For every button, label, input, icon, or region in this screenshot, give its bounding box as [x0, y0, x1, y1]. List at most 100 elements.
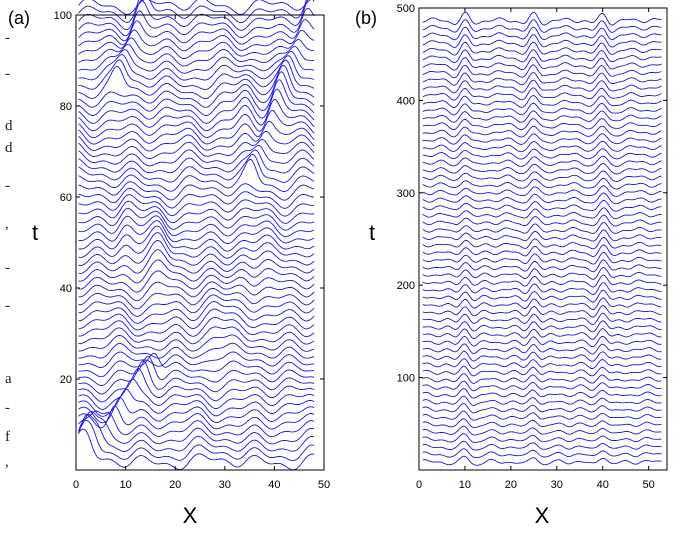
- trace-line: [422, 34, 662, 48]
- trace-line: [78, 428, 315, 471]
- trace-line: [78, 368, 315, 403]
- trace-line: [78, 110, 315, 139]
- trace-line: [78, 270, 315, 293]
- trace-line: [422, 373, 662, 384]
- trace-line: [422, 148, 662, 160]
- side-text-fragment: f: [5, 429, 10, 445]
- panel-a-traces: [78, 0, 315, 471]
- trace-line: [78, 410, 315, 445]
- trace-line: [78, 410, 315, 438]
- trace-line: [422, 41, 662, 56]
- x-tick-label: 40: [597, 479, 609, 491]
- trace-line: [422, 26, 662, 41]
- trace-line: [422, 140, 662, 153]
- trace-line: [422, 328, 662, 340]
- trace-line: [422, 312, 662, 325]
- trace-line: [78, 64, 315, 100]
- panel-b-ylabel: t: [369, 220, 375, 245]
- trace-line: [78, 19, 315, 45]
- y-tick-label: 400: [397, 95, 415, 107]
- trace-line: [422, 350, 662, 362]
- trace-line: [422, 207, 662, 220]
- trace-line: [78, 287, 315, 310]
- trace-line: [422, 433, 662, 443]
- trace-line: [78, 351, 315, 368]
- trace-line: [422, 425, 662, 436]
- trace-line: [422, 163, 662, 175]
- side-text-fragment: -: [5, 260, 10, 276]
- side-text-fragment: -: [5, 30, 10, 46]
- trace-line: [78, 259, 315, 284]
- x-tick-label: 0: [416, 479, 422, 491]
- trace-line: [78, 232, 315, 259]
- trace-line: [422, 222, 662, 234]
- trace-line: [422, 11, 662, 26]
- trace-line: [422, 192, 662, 205]
- y-tick-label: 100: [54, 10, 72, 22]
- trace-line: [422, 125, 662, 138]
- trace-line: [422, 170, 662, 182]
- trace-line: [78, 130, 315, 152]
- trace-line: [78, 138, 315, 160]
- panel-b-xlabel: X: [535, 503, 550, 528]
- trace-line: [422, 19, 662, 33]
- panel-b-traces: [422, 11, 662, 466]
- panel-a-ticks: 0 10 20 30 40 50 20 40 60 80 100: [54, 10, 330, 491]
- side-text-fragment: -: [5, 298, 10, 314]
- panel-b: (b) 0 10 20 30 40 50 100 200 300 400 500 X t: [355, 3, 668, 528]
- side-text-fragment: -: [5, 66, 10, 82]
- trace-line: [422, 259, 662, 273]
- trace-line: [78, 7, 315, 38]
- trace-line: [422, 380, 662, 392]
- trace-line: [422, 95, 662, 109]
- x-tick-label: 20: [505, 479, 517, 491]
- panel-a-frame: [75, 14, 325, 471]
- side-text-fragment: d: [5, 140, 13, 156]
- panel-a-label: (a): [8, 8, 30, 28]
- trace-line: [78, 0, 307, 24]
- trace-line: [422, 56, 662, 71]
- trace-line: [422, 335, 662, 348]
- trace-line: [422, 236, 662, 250]
- trace-line: [422, 199, 662, 212]
- trace-line: [422, 185, 662, 197]
- trace-line: [78, 207, 315, 231]
- trace-line: [78, 215, 315, 238]
- panel-b-ticks: 0 10 20 30 40 50 100 200 300 400 500: [397, 3, 667, 491]
- trace-line: [78, 239, 315, 266]
- trace-line: [78, 308, 315, 331]
- trace-line: [422, 297, 662, 311]
- trace-line: [422, 251, 662, 265]
- side-text-fragment: -: [5, 178, 10, 194]
- trace-line: [78, 352, 315, 378]
- trace-line: [422, 229, 662, 242]
- x-tick-label: 40: [268, 479, 280, 491]
- trace-line: [422, 102, 662, 116]
- x-tick-label: 30: [551, 479, 563, 491]
- trace-line: [78, 54, 315, 81]
- x-tick-label: 50: [643, 479, 655, 491]
- trace-line: [422, 49, 662, 64]
- trace-line: [78, 225, 315, 252]
- trace-line: [78, 79, 315, 116]
- trace-line: [78, 397, 315, 424]
- y-tick-label: 500: [397, 3, 415, 15]
- x-tick-label: 10: [459, 479, 471, 491]
- trace-line: [422, 289, 662, 303]
- trace-line: [422, 282, 662, 296]
- trace-line: [78, 360, 315, 395]
- x-tick-label: 0: [73, 479, 79, 491]
- trace-line: [78, 419, 315, 462]
- trace-line: [422, 155, 662, 167]
- trace-line: [422, 133, 662, 145]
- trace-line: [422, 455, 662, 466]
- trace-line: [422, 358, 662, 369]
- trace-line: [422, 320, 662, 333]
- y-tick-label: 60: [60, 192, 72, 204]
- trace-line: [422, 448, 662, 459]
- x-tick-label: 20: [169, 479, 181, 491]
- trace-line: [422, 177, 662, 190]
- trace-line: [78, 120, 315, 145]
- panel-b-frame: [418, 7, 668, 471]
- trace-line: [422, 395, 662, 406]
